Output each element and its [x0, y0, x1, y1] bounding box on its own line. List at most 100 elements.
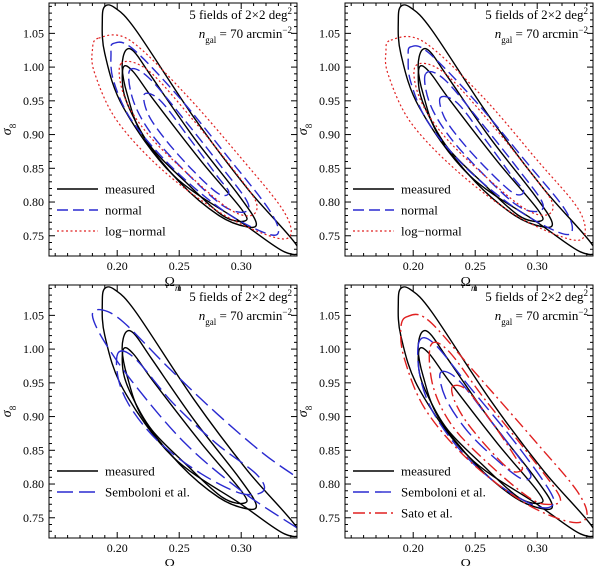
y-tick-label: 1.00 [23, 60, 44, 74]
legend-label-semboloni-et-al: Semboloni et al. [401, 485, 486, 500]
contour-group [91, 286, 297, 538]
contour-log-normal-level-1 [384, 35, 586, 241]
y-tick-label: 0.95 [319, 94, 340, 108]
y-tick-label: 0.80 [319, 477, 340, 491]
annotation-ngal: ngal = 70 arcmin−2 [199, 25, 292, 45]
x-tick-label: 0.25 [169, 541, 190, 555]
y-tick-label: 1.00 [319, 60, 340, 74]
contour-measured-level-3 [121, 347, 248, 505]
panel-bottom-right: 0.20 0.25 0.30 0.75 0.80 0.85 0.90 0.95 1.00 1.05… [296, 284, 594, 566]
legend: measured normal log−normal [353, 182, 462, 239]
annotation-ngal: ngal = 70 arcmin−2 [199, 307, 292, 327]
y-tick-label: 0.75 [319, 229, 340, 243]
y-tick-label: 0.90 [319, 128, 340, 142]
legend-label-measured: measured [401, 182, 451, 197]
contour-group [384, 4, 593, 256]
y-tick-label: 0.95 [23, 376, 44, 390]
x-tick-label: 0.30 [231, 541, 252, 555]
y-tick-label: 0.80 [23, 195, 44, 209]
x-tick-label: 0.30 [527, 259, 548, 273]
panel-top-right: 0.20 0.25 0.30 0.75 0.80 0.85 0.90 0.95 1.00 1.05… [296, 2, 594, 293]
y-tick-label: 1.00 [23, 342, 44, 356]
y-tick-label: 0.95 [319, 376, 340, 390]
y-tick-label: 0.85 [319, 443, 340, 457]
y-tick-label: 0.95 [23, 94, 44, 108]
contour-sato-et-al-level-2 [428, 341, 562, 506]
y-axis-label: σ8 [296, 123, 314, 135]
annotation-fields: 5 fields of 2×2 deg2 [189, 288, 292, 304]
legend-label-sato-et-al: Sato et al. [401, 506, 453, 521]
contour-measured-level-1 [101, 286, 297, 538]
y-tick-label: 0.90 [23, 128, 44, 142]
contour-measured-level-2 [417, 329, 554, 511]
y-tick-label: 0.80 [319, 195, 340, 209]
y-axis-label: σ8 [0, 405, 18, 417]
plot-frame [48, 284, 298, 539]
legend-label-normal: normal [105, 203, 142, 218]
x-tick-label: 0.30 [527, 541, 548, 555]
y-tick-label: 0.85 [319, 161, 340, 175]
y-tick-label: 0.90 [23, 410, 44, 424]
legend-label-log-normal: log−normal [105, 224, 166, 239]
legend-label-normal: normal [401, 203, 438, 218]
x-tick-label: 0.25 [465, 259, 486, 273]
contour-semboloni-et-al-level-1 [416, 337, 555, 509]
legend: measured normal log−normal [57, 182, 166, 239]
x-tick-label: 0.20 [107, 541, 128, 555]
contour-normal-level-1 [407, 45, 574, 236]
y-tick-label: 0.80 [23, 477, 44, 491]
annotation-fields: 5 fields of 2×2 deg2 [485, 6, 588, 22]
y-tick-label: 1.05 [319, 26, 340, 40]
legend-label-measured: measured [105, 182, 155, 197]
legend: measured Semboloni et al. Sato et al. [353, 464, 486, 521]
x-tick-label: 0.20 [403, 541, 424, 555]
contour-semboloni-et-al-level-1 [91, 308, 297, 529]
plot-frame [48, 2, 298, 257]
contour-measured-level-1 [397, 4, 593, 256]
x-axis-label: Ωm [461, 557, 478, 566]
y-tick-label: 0.75 [23, 511, 44, 525]
contour-measured-level-1 [397, 286, 593, 538]
contour-measured-level-3 [417, 347, 544, 505]
legend-label-measured: measured [401, 464, 451, 479]
x-tick-label: 0.20 [403, 259, 424, 273]
contour-measured-level-3 [121, 65, 248, 223]
panel-top-left: 0.20 0.25 0.30 0.75 0.80 0.85 0.90 0.95 1.00 1.05… [0, 2, 298, 293]
y-tick-label: 1.05 [23, 308, 44, 322]
x-axis-label: Ωm [165, 557, 182, 566]
y-tick-label: 0.90 [319, 410, 340, 424]
contour-log-normal-level-1 [91, 34, 292, 240]
contour-log-normal-level-2 [118, 60, 258, 217]
y-tick-label: 0.85 [23, 443, 44, 457]
panel-bottom-left: 0.20 0.25 0.30 0.75 0.80 0.85 0.90 0.95 1.00 1.05… [0, 284, 298, 566]
contour-semboloni-et-al-level-2 [115, 350, 266, 496]
plot-frame [344, 2, 594, 257]
contour-measured-level-3 [417, 65, 544, 223]
contour-normal-level-2 [423, 70, 544, 213]
y-axis-label: σ8 [0, 123, 18, 135]
x-tick-label: 0.25 [169, 259, 190, 273]
y-tick-label: 1.05 [319, 308, 340, 322]
contour-normal-level-3 [438, 95, 525, 196]
x-axis-label: Ωm [165, 275, 182, 293]
plot-frame [344, 284, 594, 539]
y-tick-label: 0.85 [23, 161, 44, 175]
annotation-fields: 5 fields of 2×2 deg2 [189, 6, 292, 22]
annotation-ngal: ngal = 70 arcmin−2 [495, 307, 588, 327]
annotation-fields: 5 fields of 2×2 deg2 [485, 288, 588, 304]
contour-normal-level-2 [127, 67, 250, 213]
annotation-ngal: ngal = 70 arcmin−2 [495, 25, 588, 45]
legend: measured Semboloni et al. [57, 464, 190, 500]
legend-label-measured: measured [105, 464, 155, 479]
y-tick-label: 1.05 [23, 26, 44, 40]
contour-normal-level-3 [142, 92, 230, 197]
contour-measured-level-2 [121, 47, 258, 229]
y-tick-label: 0.75 [23, 229, 44, 243]
y-axis-label: σ8 [296, 405, 314, 417]
contour-normal-level-1 [110, 41, 280, 236]
contour-sato-et-al-level-1 [399, 313, 588, 524]
y-tick-label: 1.00 [319, 342, 340, 356]
contour-group [397, 286, 593, 538]
